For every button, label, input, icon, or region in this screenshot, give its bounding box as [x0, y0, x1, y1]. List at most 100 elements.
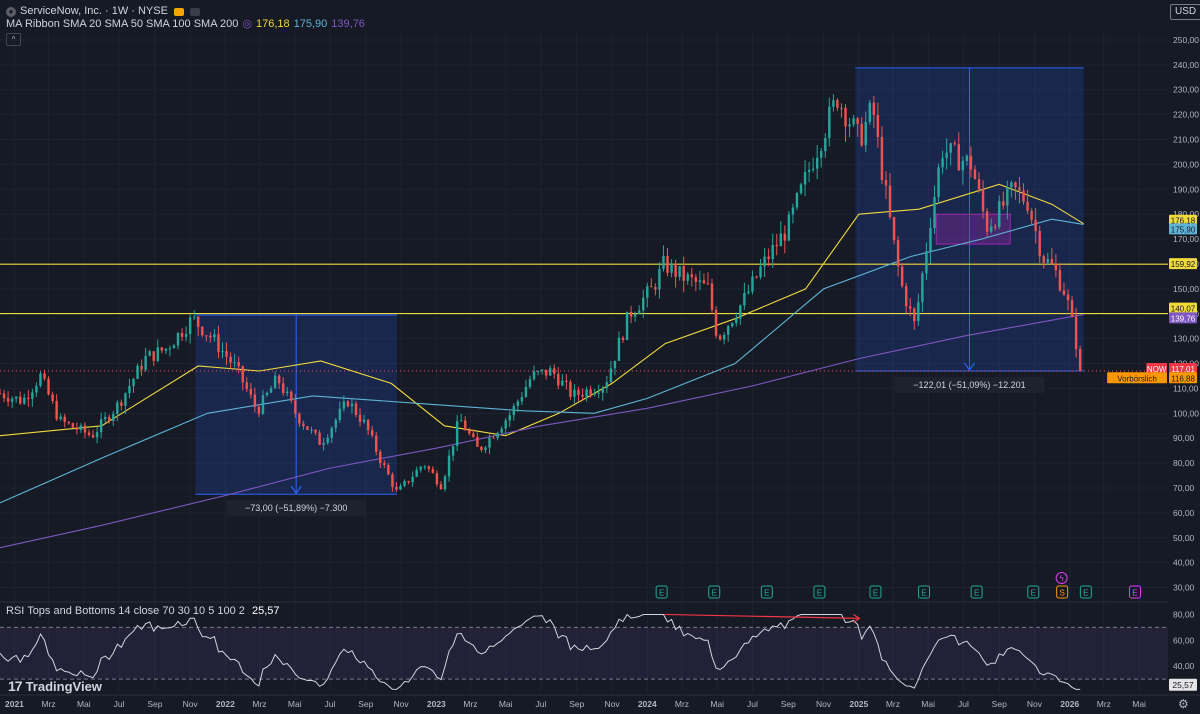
earnings-marker[interactable] — [1128, 585, 1141, 599]
earnings-marker[interactable] — [918, 585, 931, 599]
candle-body — [1050, 258, 1054, 264]
candle-body — [585, 389, 588, 397]
collapse-legend-button[interactable]: ^ — [6, 33, 21, 46]
rsi-tick-label: 60,00 — [1173, 635, 1195, 645]
visibility-eye-icon[interactable]: ◎ — [242, 18, 252, 30]
candle-body — [455, 421, 459, 446]
candle-body — [205, 335, 208, 337]
candle-body — [706, 283, 710, 285]
candle-body — [783, 233, 787, 241]
earnings-marker[interactable] — [708, 585, 721, 599]
rsi-band — [0, 627, 1168, 680]
candle-body — [532, 371, 536, 380]
candle-body — [824, 138, 827, 152]
ma-line-sma-50 — [0, 218, 1084, 504]
time-tick-label: Sep — [992, 699, 1007, 709]
candle-body — [880, 136, 884, 181]
candle-body — [27, 397, 30, 399]
candle-body — [698, 280, 702, 282]
candle-body — [1066, 294, 1070, 301]
candle-body — [310, 429, 313, 431]
candle-body — [779, 233, 782, 247]
candle-body — [148, 351, 151, 356]
candle-body — [775, 244, 778, 247]
candle-body — [569, 381, 572, 397]
earnings-marker[interactable] — [1027, 585, 1040, 599]
divergence-line[interactable] — [664, 613, 860, 619]
candle-body — [917, 302, 920, 322]
rsi-legend[interactable]: RSI Tops and Bottoms 14 close 70 30 10 5… — [6, 605, 280, 617]
lightning-event-icon[interactable] — [1055, 572, 1068, 584]
candle-body — [504, 420, 507, 429]
tradingview-logo[interactable]: 17 TradingView — [8, 678, 102, 694]
measure-arrow-head — [963, 362, 975, 372]
candle-body — [51, 394, 54, 401]
earnings-marker[interactable] — [970, 585, 983, 599]
candle-body — [524, 386, 528, 397]
sma-200-value: 139,76 — [331, 18, 365, 30]
price-tick-label: 200,00 — [1173, 159, 1199, 169]
earnings-marker-label: E — [1083, 589, 1088, 598]
candle-body — [431, 468, 435, 474]
candle-body — [548, 368, 552, 376]
candle-body — [1074, 316, 1078, 350]
candle-body — [815, 157, 819, 169]
earnings-marker[interactable] — [1079, 585, 1092, 599]
highlight-zone[interactable] — [935, 213, 1011, 245]
earnings-marker[interactable] — [760, 585, 773, 599]
earnings-marker[interactable] — [813, 585, 826, 599]
candle-body — [79, 425, 83, 430]
servicenow-logo-icon: ● — [6, 6, 16, 17]
candle-body — [136, 365, 139, 379]
time-tick-label: Mrz — [1097, 699, 1111, 709]
rsi-current-tag — [1169, 678, 1197, 691]
price-tick-label: 110,00 — [1173, 383, 1199, 393]
candle-body — [844, 107, 847, 127]
currency-button[interactable]: USD — [1170, 4, 1200, 20]
candle-body — [192, 316, 196, 318]
candle-body — [803, 172, 807, 185]
price-tick-label: 50,00 — [1173, 533, 1195, 543]
time-tick-label: Nov — [604, 699, 620, 709]
candle-body — [836, 100, 839, 108]
candle-body — [273, 375, 277, 389]
price-tag — [1169, 223, 1197, 235]
candle-body — [654, 287, 657, 290]
candle-body — [120, 402, 123, 406]
candle-body — [144, 355, 147, 370]
price-tick-label: 190,00 — [1173, 184, 1199, 194]
candle-body — [771, 244, 774, 260]
candle-body — [953, 143, 956, 145]
rsi-current-value: 25,57 — [251, 605, 280, 617]
time-tick-label: Mai — [921, 699, 935, 709]
symbol-row[interactable]: ● ServiceNow, Inc. · 1W · NYSE — [6, 5, 365, 18]
candle-body — [1026, 201, 1029, 211]
earnings-marker[interactable] — [1056, 585, 1069, 599]
price-prefix-label: Vorbörslich — [1117, 374, 1157, 383]
time-tick-label: 2026 — [1060, 699, 1079, 709]
candle-body — [1062, 290, 1066, 295]
candle-body — [269, 388, 273, 393]
ma-ribbon-row[interactable]: MA Ribbon SMA 20 SMA 50 SMA 100 SMA 200 … — [6, 18, 365, 31]
candle-body — [59, 416, 62, 420]
settings-gear-icon[interactable]: ⚙ — [1178, 697, 1189, 711]
earnings-marker[interactable] — [869, 585, 882, 599]
candle-body — [807, 169, 811, 173]
candle-body — [500, 428, 503, 433]
earnings-marker-label: S — [1059, 589, 1064, 598]
candle-body — [868, 102, 872, 122]
earnings-marker[interactable] — [655, 585, 668, 599]
candle-body — [140, 365, 143, 370]
candle-body — [690, 274, 693, 278]
price-tag-label: 139,76 — [1171, 314, 1196, 323]
candle-body — [241, 366, 244, 383]
candle-body — [213, 334, 216, 338]
price-tag — [1169, 312, 1197, 324]
candle-body — [892, 217, 896, 241]
candle-body — [1018, 187, 1021, 191]
candle-body — [1002, 201, 1005, 206]
candle-body — [888, 185, 892, 218]
time-tick-label: Sep — [147, 699, 162, 709]
earnings-marker-label: E — [764, 589, 769, 598]
